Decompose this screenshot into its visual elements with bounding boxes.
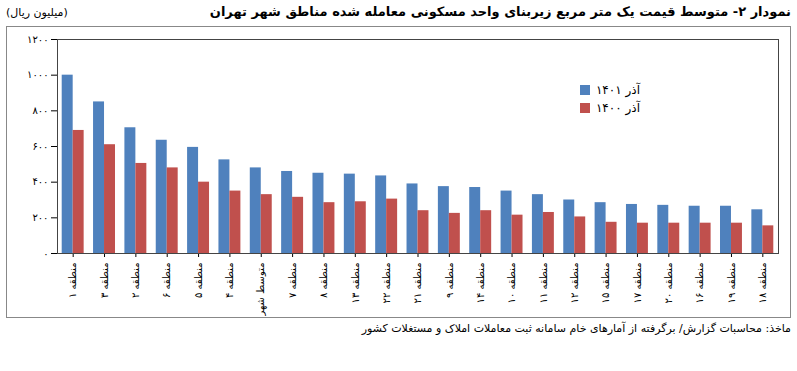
svg-text:منطقه ۱۵: منطقه ۱۵ xyxy=(600,263,611,304)
svg-text:منطقه ۱۸: منطقه ۱۸ xyxy=(757,263,768,304)
html-text:نمودار ۲- متوسط قیمت یک متر مر: نمودار ۲- متوسط قیمت یک متر مربع زیربنای… xyxy=(209,4,791,19)
svg-text:منطقه ۵: منطقه ۵ xyxy=(193,263,204,299)
svg-text:منطقه ۱۳: منطقه ۱۳ xyxy=(350,263,361,304)
svg-text:منطقه ۱۷: منطقه ۱۷ xyxy=(632,263,643,304)
svg-text:۱۰۰۰: ۱۰۰۰ xyxy=(27,69,48,80)
svg-text:۴۰۰: ۴۰۰ xyxy=(32,176,48,187)
svg-text:منطقه ۱۶: منطقه ۱۶ xyxy=(694,263,705,304)
svg-text:منطقه ۱۰: منطقه ۱۰ xyxy=(506,263,517,304)
svg-text:منطقه ۱۴: منطقه ۱۴ xyxy=(475,263,486,304)
svg-text:۰: ۰ xyxy=(43,248,48,259)
svg-text:منطقه ۲۱: منطقه ۲۱ xyxy=(412,263,423,304)
html-text:آذر ۱۴۰۰: آذر ۱۴۰۰ xyxy=(595,101,640,115)
html-text:آذر ۱۴۰۱: آذر ۱۴۰۱ xyxy=(595,83,640,97)
svg-text:منطقه ۳: منطقه ۳ xyxy=(99,263,110,299)
svg-text:منطقه ۷: منطقه ۷ xyxy=(287,263,298,299)
svg-text:متوسط شهر: متوسط شهر xyxy=(255,263,267,317)
svg-text:منطقه ۱۲: منطقه ۱۲ xyxy=(569,263,580,304)
html-text:ماخذ: محاسبات گزارش/ برگرفته ا: ماخذ: محاسبات گزارش/ برگرفته از آمارهای … xyxy=(361,322,791,335)
svg-text:۶۰۰: ۶۰۰ xyxy=(32,141,48,152)
svg-text:۸۰۰: ۸۰۰ xyxy=(32,105,48,116)
svg-text:منطقه ۱۱: منطقه ۱۱ xyxy=(538,263,549,304)
html-text:(میلیون ریال): (میلیون ریال) xyxy=(6,6,68,19)
svg-text:منطقه ۹: منطقه ۹ xyxy=(444,263,455,299)
svg-text:منطقه ۲۲: منطقه ۲۲ xyxy=(381,263,392,304)
svg-text:۲۰۰: ۲۰۰ xyxy=(32,212,48,223)
svg-text:منطقه ۲: منطقه ۲ xyxy=(130,263,141,299)
svg-text:منطقه ۶: منطقه ۶ xyxy=(161,263,172,299)
svg-text:۱۲۰۰: ۱۲۰۰ xyxy=(27,34,48,45)
svg-text:منطقه ۸: منطقه ۸ xyxy=(318,263,329,299)
svg-text:منطقه ۲۰: منطقه ۲۰ xyxy=(663,263,674,304)
svg-text:منطقه ۱: منطقه ۱ xyxy=(67,263,78,299)
svg-text:منطقه ۴: منطقه ۴ xyxy=(224,263,235,299)
svg-text:منطقه ۱۹: منطقه ۱۹ xyxy=(726,263,737,304)
